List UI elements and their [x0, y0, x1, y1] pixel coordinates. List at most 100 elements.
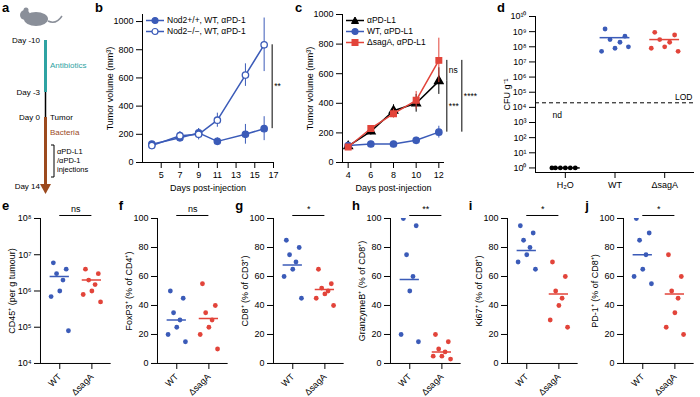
svg-text:800: 800: [318, 39, 333, 49]
svg-text:Day 0: Day 0: [19, 113, 40, 122]
svg-text:CFU g⁻¹: CFU g⁻¹: [502, 78, 512, 110]
svg-text:Tumor volume (mm³): Tumor volume (mm³): [105, 47, 115, 131]
svg-text:80: 80: [255, 242, 265, 252]
svg-text:αPD-L1: αPD-L1: [57, 147, 83, 156]
svg-text:Days post-injection: Days post-injection: [170, 183, 246, 193]
svg-text:40: 40: [605, 300, 615, 310]
svg-text:1000: 1000: [113, 16, 133, 26]
svg-text:0: 0: [376, 358, 381, 368]
svg-text:10⁸: 10⁸: [18, 213, 32, 223]
svg-text:7: 7: [177, 170, 182, 180]
svg-text:8: 8: [391, 170, 396, 180]
svg-text:40: 40: [488, 300, 498, 310]
svg-text:10⁵: 10⁵: [18, 322, 32, 332]
svg-text:17: 17: [268, 170, 278, 180]
svg-text:0: 0: [610, 358, 615, 368]
svg-text:80: 80: [138, 242, 148, 252]
svg-text:20: 20: [488, 329, 498, 339]
svg-text:40: 40: [255, 300, 265, 310]
svg-text:9: 9: [196, 170, 201, 180]
svg-text:1000: 1000: [313, 9, 333, 19]
svg-text:10¹: 10¹: [513, 148, 526, 158]
svg-text:100: 100: [366, 213, 381, 223]
svg-text:WT: WT: [630, 371, 647, 388]
svg-text:/αPD-1: /αPD-1: [57, 156, 81, 165]
svg-text:***: ***: [449, 101, 460, 111]
svg-text:ns: ns: [449, 65, 458, 75]
svg-text:10⁷: 10⁷: [513, 57, 526, 67]
svg-text:10⁴: 10⁴: [18, 358, 32, 368]
svg-text:100: 100: [600, 213, 615, 223]
svg-text:*: *: [657, 204, 661, 214]
svg-text:ΔsagA: ΔsagA: [420, 372, 446, 397]
svg-text:*: *: [307, 204, 311, 214]
svg-text:0: 0: [328, 157, 333, 167]
svg-text:**: **: [422, 204, 429, 214]
svg-text:WT: WT: [46, 371, 63, 388]
svg-text:0: 0: [260, 358, 265, 368]
svg-text:Tumor volume (mm³): Tumor volume (mm³): [305, 47, 315, 131]
svg-text:15: 15: [250, 170, 260, 180]
svg-text:ΔsagA: ΔsagA: [651, 180, 678, 190]
svg-text:WT: WT: [513, 371, 530, 388]
svg-text:Day -3: Day -3: [16, 88, 40, 97]
svg-text:13: 13: [231, 170, 241, 180]
svg-text:nd: nd: [553, 110, 563, 120]
svg-text:100: 100: [133, 213, 148, 223]
svg-text:WT: WT: [396, 371, 413, 388]
svg-text:400: 400: [318, 98, 333, 108]
svg-text:600: 600: [118, 73, 133, 83]
svg-text:20: 20: [605, 329, 615, 339]
svg-text:6: 6: [368, 170, 373, 180]
svg-text:60: 60: [371, 271, 381, 281]
svg-text:WT: WT: [163, 371, 180, 388]
svg-text:10²: 10²: [513, 133, 526, 143]
svg-text:60: 60: [488, 271, 498, 281]
svg-text:4: 4: [346, 170, 351, 180]
svg-text:40: 40: [371, 300, 381, 310]
svg-text:0: 0: [143, 358, 148, 368]
svg-text:10⁰: 10⁰: [513, 163, 526, 173]
svg-text:PD-1⁺ (% of CD8⁺): PD-1⁺ (% of CD8⁺): [590, 254, 600, 327]
svg-text:Day 14: Day 14: [15, 182, 41, 191]
svg-text:0: 0: [493, 358, 498, 368]
svg-text:200: 200: [118, 129, 133, 139]
svg-text:100: 100: [483, 213, 498, 223]
svg-text:11: 11: [213, 170, 222, 180]
svg-text:H₂O: H₂O: [557, 180, 574, 190]
svg-text:GranzymeB⁺ (% of CD8⁺): GranzymeB⁺ (% of CD8⁺): [357, 241, 367, 341]
svg-text:400: 400: [118, 101, 133, 111]
svg-text:60: 60: [255, 271, 265, 281]
svg-text:WT: WT: [280, 371, 297, 388]
svg-text:ns: ns: [188, 204, 198, 214]
svg-text:800: 800: [118, 45, 133, 55]
svg-text:ΔsagA: ΔsagA: [536, 372, 562, 397]
svg-text:Days post-injection: Days post-injection: [355, 183, 431, 193]
svg-text:10⁵: 10⁵: [513, 87, 527, 97]
svg-text:10¹⁰: 10¹⁰: [510, 11, 526, 21]
svg-text:*: *: [541, 204, 545, 214]
svg-text:12: 12: [434, 170, 444, 180]
svg-text:80: 80: [371, 242, 381, 252]
svg-text:CD8⁺ (% of CD3⁺): CD8⁺ (% of CD3⁺): [240, 256, 250, 327]
svg-text:ΔsagA: ΔsagA: [70, 372, 96, 397]
svg-text:**: **: [274, 81, 281, 91]
svg-text:LOD: LOD: [675, 92, 692, 102]
svg-text:10⁸: 10⁸: [513, 42, 527, 52]
svg-text:ns: ns: [71, 204, 81, 214]
svg-text:10⁹: 10⁹: [513, 27, 527, 37]
svg-text:20: 20: [371, 329, 381, 339]
svg-text:10⁷: 10⁷: [18, 250, 31, 260]
svg-text:FoxP3⁺ (% of CD4⁺): FoxP3⁺ (% of CD4⁺): [124, 252, 134, 331]
svg-text:****: ****: [464, 91, 478, 101]
svg-text:0: 0: [128, 157, 133, 167]
svg-text:Day -10: Day -10: [12, 36, 41, 45]
svg-text:80: 80: [488, 242, 498, 252]
svg-text:100: 100: [250, 213, 265, 223]
svg-text:10⁶: 10⁶: [18, 286, 32, 296]
svg-text:CD45⁺ (per g tumour): CD45⁺ (per g tumour): [7, 248, 17, 333]
svg-text:WT: WT: [608, 180, 622, 190]
svg-text:Tumor: Tumor: [50, 113, 73, 122]
svg-text:60: 60: [605, 271, 615, 281]
svg-text:600: 600: [318, 69, 333, 79]
